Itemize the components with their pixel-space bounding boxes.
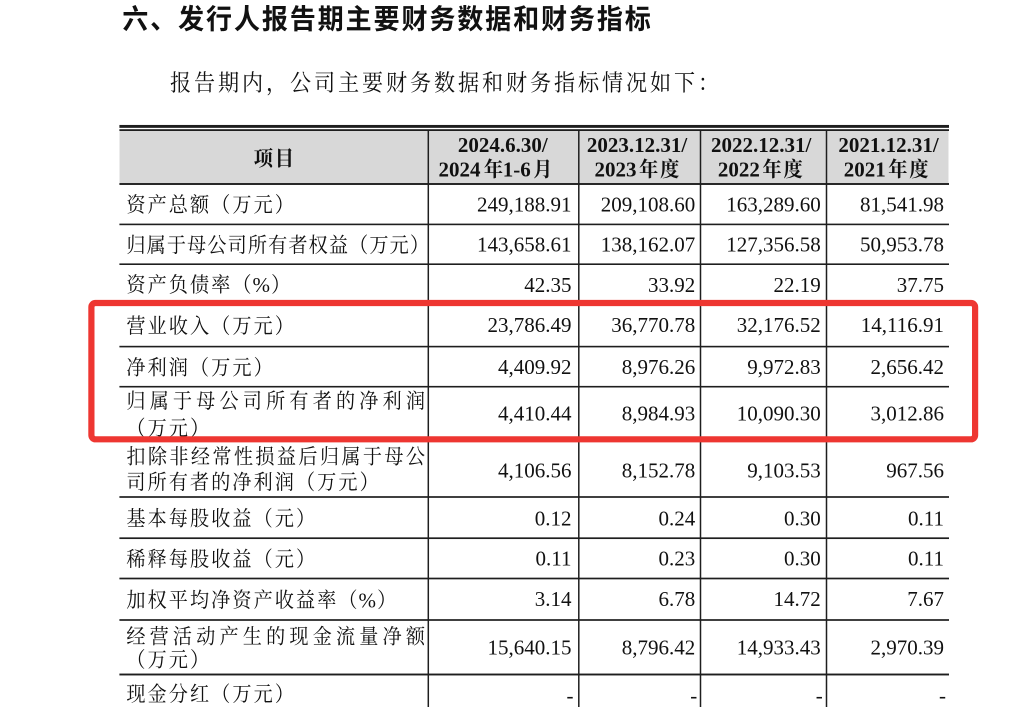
- svg-text:9,103.53: 9,103.53: [747, 458, 821, 482]
- svg-text:209,108.60: 209,108.60: [601, 192, 696, 216]
- svg-text:2021: 2021: [844, 158, 886, 182]
- svg-text:0.11: 0.11: [908, 547, 944, 571]
- svg-text:138,162.07: 138,162.07: [601, 232, 696, 256]
- svg-text:2,656.42: 2,656.42: [871, 355, 945, 379]
- svg-text:249,188.91: 249,188.91: [477, 192, 572, 216]
- svg-text:143,658.61: 143,658.61: [477, 232, 572, 256]
- svg-text:8,976.26: 8,976.26: [622, 355, 696, 379]
- svg-text:-: -: [816, 683, 823, 707]
- svg-text:42.35: 42.35: [524, 273, 571, 297]
- svg-text:0.11: 0.11: [908, 507, 944, 531]
- svg-text:9,972.83: 9,972.83: [747, 355, 821, 379]
- svg-text:1-6: 1-6: [503, 158, 531, 182]
- svg-text:2022: 2022: [718, 158, 760, 182]
- svg-text:2,970.39: 2,970.39: [871, 635, 945, 659]
- svg-text:3,012.86: 3,012.86: [871, 401, 945, 425]
- svg-text:0.30: 0.30: [784, 547, 821, 571]
- svg-text:8,984.93: 8,984.93: [622, 401, 696, 425]
- svg-text:-: -: [567, 683, 574, 707]
- svg-text:2021.12.31/: 2021.12.31/: [838, 133, 940, 157]
- svg-text:32,176.52: 32,176.52: [737, 313, 821, 337]
- svg-text:7.67: 7.67: [907, 587, 944, 611]
- svg-text:6.78: 6.78: [658, 587, 695, 611]
- svg-text:23,786.49: 23,786.49: [488, 313, 572, 337]
- svg-text:4,106.56: 4,106.56: [498, 458, 572, 482]
- svg-text:127,356.58: 127,356.58: [726, 232, 821, 256]
- svg-text:%: %: [359, 588, 377, 612]
- svg-text:2024.6.30/: 2024.6.30/: [458, 133, 549, 157]
- svg-text:4,409.92: 4,409.92: [498, 355, 572, 379]
- svg-text:163,289.60: 163,289.60: [726, 192, 821, 216]
- svg-text:36,770.78: 36,770.78: [611, 313, 695, 337]
- svg-text:81,541.98: 81,541.98: [860, 192, 944, 216]
- svg-text:967.56: 967.56: [886, 458, 944, 482]
- svg-text:0.24: 0.24: [658, 507, 695, 531]
- svg-text:33.92: 33.92: [648, 273, 695, 297]
- svg-text:14.72: 14.72: [773, 587, 820, 611]
- svg-text:0.12: 0.12: [535, 507, 572, 531]
- svg-text:8,152.78: 8,152.78: [622, 458, 696, 482]
- svg-text:37.75: 37.75: [897, 273, 944, 297]
- svg-text:2022.12.31/: 2022.12.31/: [711, 133, 813, 157]
- svg-text:4,410.44: 4,410.44: [498, 401, 572, 425]
- svg-text:10,090.30: 10,090.30: [737, 401, 821, 425]
- svg-text:0.11: 0.11: [536, 547, 572, 571]
- svg-text:8,796.42: 8,796.42: [622, 635, 696, 659]
- svg-text:14,116.91: 14,116.91: [861, 313, 944, 337]
- svg-text:-: -: [939, 683, 946, 707]
- svg-text:-: -: [690, 683, 697, 707]
- svg-text:22.19: 22.19: [773, 273, 820, 297]
- svg-text:0.23: 0.23: [658, 547, 695, 571]
- svg-text:2023.12.31/: 2023.12.31/: [587, 133, 689, 157]
- svg-text:%: %: [253, 273, 271, 297]
- svg-text:2024: 2024: [439, 158, 482, 182]
- svg-text:0.30: 0.30: [784, 507, 821, 531]
- svg-text:3.14: 3.14: [535, 587, 572, 611]
- svg-text:2023: 2023: [595, 158, 637, 182]
- svg-text:50,953.78: 50,953.78: [860, 232, 944, 256]
- svg-text:15,640.15: 15,640.15: [488, 635, 572, 659]
- svg-text:14,933.43: 14,933.43: [737, 635, 821, 659]
